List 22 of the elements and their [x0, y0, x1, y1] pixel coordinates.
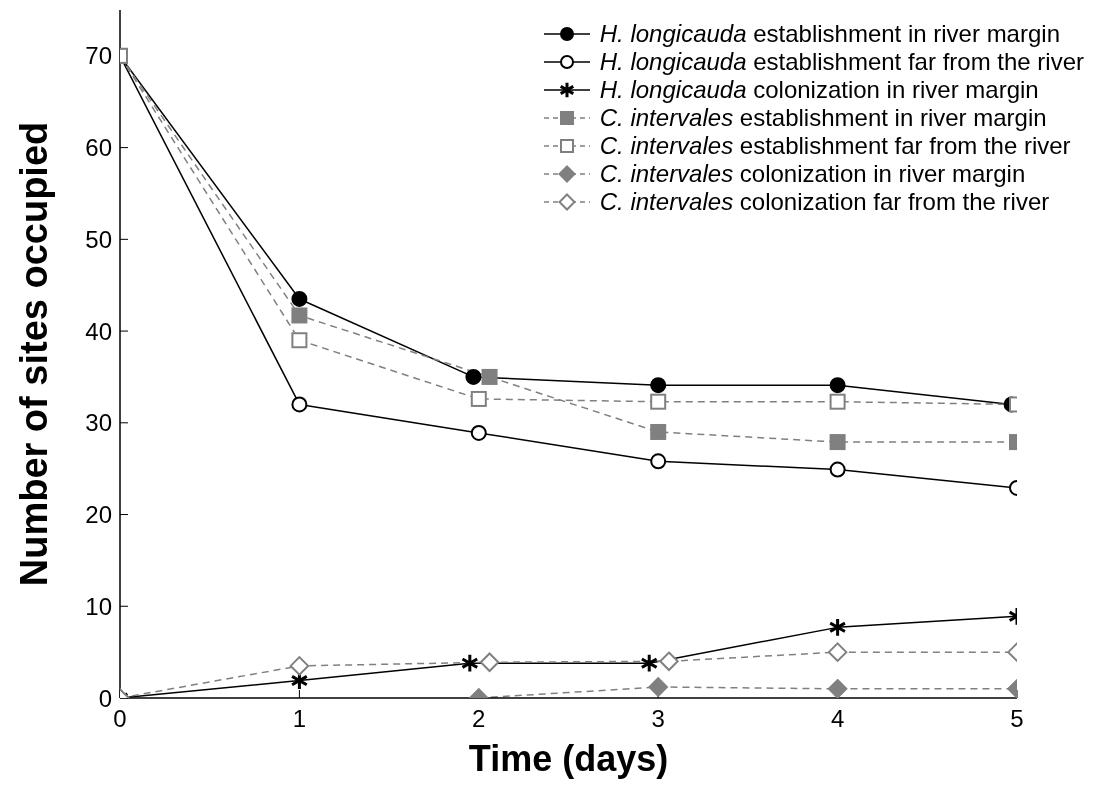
legend-label: C. intervales colonization far from the river — [599, 188, 1050, 216]
legend-label: H. longicauda establishment in river margin — [599, 20, 1060, 48]
legend-label: H. longicauda colonization in river margin — [599, 76, 1039, 104]
y-tick-label: 10 — [85, 592, 112, 620]
y-tick-label: 0 — [98, 684, 112, 712]
x-tick-label: 4 — [830, 705, 845, 733]
x-tick-label: 5 — [1010, 705, 1024, 733]
legend-label: C. intervales colonization in river margin — [599, 160, 1026, 188]
legend-label: H. longicauda establishment far from the river — [599, 48, 1084, 76]
y-axis-title: Number of sites occupied — [13, 121, 56, 587]
y-tick-label: 20 — [85, 501, 112, 529]
y-tick-label: 30 — [85, 409, 112, 437]
legend-label: C. intervales establishment far from the river — [599, 132, 1071, 160]
x-axis-title: Time (days) — [468, 738, 669, 779]
y-tick-label: 70 — [85, 42, 112, 70]
y-tick-label: 40 — [85, 317, 112, 345]
x-tick-label: 1 — [292, 705, 307, 733]
x-tick-label: 2 — [472, 705, 486, 733]
x-tick-label: 3 — [651, 705, 665, 733]
legend-label: C. intervales establishment in river margin — [599, 104, 1047, 132]
y-tick-label: 50 — [85, 225, 112, 253]
y-tick-label: 60 — [85, 134, 112, 162]
